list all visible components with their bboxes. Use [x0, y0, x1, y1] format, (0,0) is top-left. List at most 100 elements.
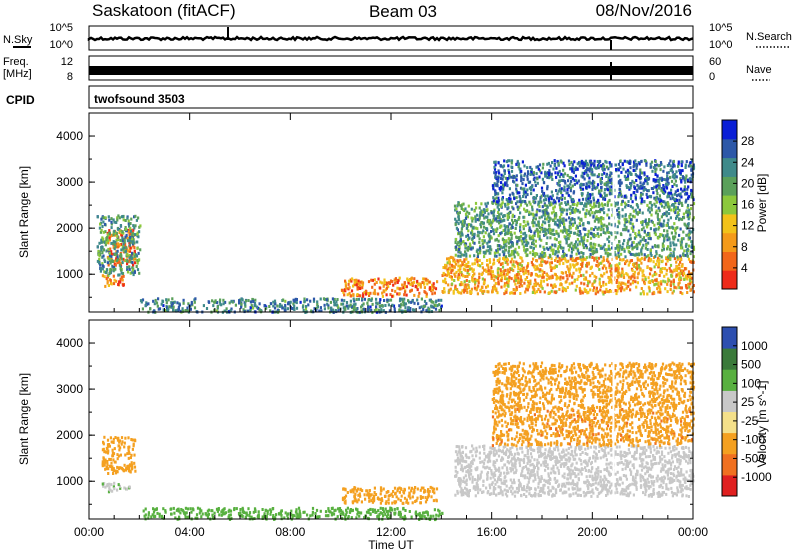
- power-cell: [430, 300, 433, 304]
- power-cell: [625, 225, 628, 229]
- power-cell: [499, 263, 503, 266]
- power-cell: [141, 307, 144, 311]
- power-cell: [622, 276, 626, 279]
- power-cell: [633, 185, 636, 189]
- power-cell: [461, 262, 464, 266]
- vel-cell: [387, 516, 390, 520]
- power-cell: [619, 190, 622, 194]
- power-cell: [182, 298, 185, 302]
- power-cell: [517, 267, 520, 270]
- power-cell: [483, 281, 486, 285]
- power-cell: [546, 194, 549, 198]
- power-cell: [249, 309, 252, 313]
- power-cell: [572, 248, 575, 252]
- power-data-gap: [612, 153, 615, 292]
- power-cell: [527, 181, 530, 184]
- power-cell: [474, 258, 477, 262]
- power-cell: [689, 160, 692, 164]
- power-cell: [589, 241, 592, 245]
- power-cell: [147, 302, 150, 306]
- power-cell: [533, 231, 536, 235]
- power-cell: [459, 234, 462, 238]
- power-cell: [552, 198, 556, 202]
- power-cell: [475, 279, 478, 283]
- power-cell: [573, 218, 576, 221]
- power-cell: [106, 281, 109, 285]
- power-cell: [409, 282, 412, 286]
- power-cell: [547, 197, 550, 201]
- power-cell: [640, 248, 643, 252]
- power-cell: [497, 161, 500, 165]
- power-cell: [670, 179, 674, 183]
- power-cell: [594, 234, 597, 237]
- power-cell: [538, 175, 541, 179]
- power-cell: [569, 245, 572, 249]
- power-cell: [607, 179, 610, 183]
- power-cell: [570, 167, 573, 171]
- vel-cell: [295, 510, 298, 514]
- power-cell: [489, 236, 492, 240]
- vel-cell: [101, 482, 104, 486]
- power-cell: [433, 291, 436, 295]
- power-cell: [377, 292, 380, 296]
- power-cell: [671, 175, 674, 179]
- power-cell: [474, 282, 477, 286]
- power-y-tick-label: 1000: [56, 267, 83, 281]
- power-cell: [541, 255, 544, 259]
- power-cell: [552, 284, 555, 288]
- power-cell: [514, 278, 518, 282]
- power-cell: [464, 217, 468, 220]
- power-cell: [593, 256, 596, 260]
- power-cell: [597, 191, 601, 195]
- power-cell: [457, 218, 461, 222]
- power-cell: [578, 210, 581, 214]
- power-cell: [605, 193, 608, 197]
- power-cell: [378, 304, 382, 308]
- power-cell: [648, 210, 651, 214]
- power-cell: [641, 211, 644, 215]
- power-cell: [579, 267, 582, 271]
- vel-cell: [113, 487, 116, 491]
- power-cell: [109, 257, 112, 261]
- power-cell: [356, 287, 359, 291]
- power-cell: [501, 273, 504, 277]
- power-cell: [472, 217, 475, 221]
- power-cell: [357, 297, 360, 301]
- power-cell: [562, 257, 565, 261]
- power-cell: [632, 165, 635, 169]
- power-cell: [216, 305, 219, 309]
- power-cell: [138, 271, 141, 275]
- power-cell: [461, 289, 464, 293]
- power-cell: [593, 164, 596, 168]
- power-cell: [660, 215, 663, 219]
- power-cell: [608, 216, 611, 220]
- power-cell: [684, 163, 687, 167]
- power-cell: [597, 226, 600, 230]
- power-cell: [452, 256, 455, 260]
- power-cell: [677, 164, 680, 168]
- power-cell: [554, 212, 558, 215]
- power-cell: [626, 273, 629, 277]
- power-cell: [630, 226, 633, 230]
- power-cell: [518, 272, 521, 276]
- power-cell: [603, 211, 606, 215]
- power-cell: [654, 163, 657, 167]
- power-cell: [99, 269, 102, 273]
- power-cell: [503, 292, 506, 296]
- power-cell: [534, 200, 537, 204]
- power-cell: [109, 234, 112, 238]
- power-cell: [597, 220, 600, 224]
- power-cell: [690, 243, 694, 247]
- beam-title: Beam 03: [369, 2, 437, 21]
- vel-cell: [133, 465, 137, 469]
- vel-cell: [116, 453, 119, 457]
- power-cell: [631, 179, 634, 183]
- power-cell: [398, 304, 401, 308]
- power-cell: [336, 298, 339, 301]
- power-cell: [623, 174, 626, 178]
- power-cell: [526, 264, 529, 268]
- power-cell: [462, 202, 465, 206]
- power-cell: [483, 216, 486, 220]
- power-cell: [665, 268, 668, 272]
- power-cell: [685, 233, 688, 237]
